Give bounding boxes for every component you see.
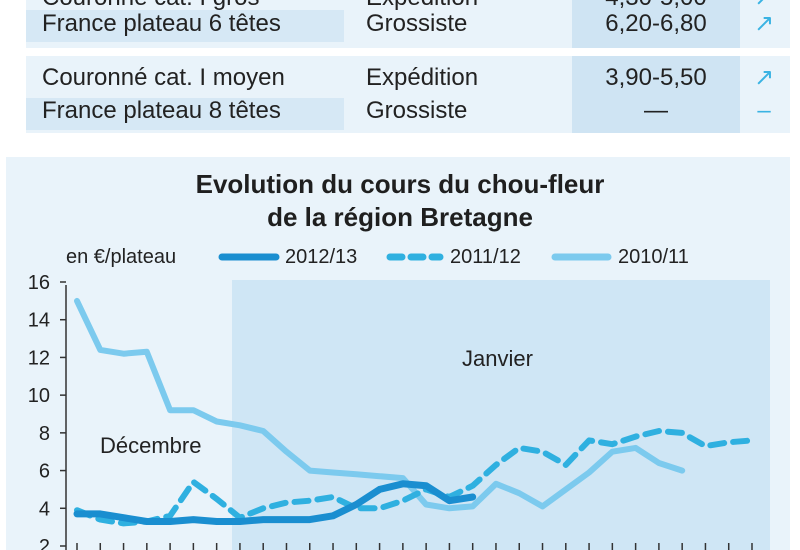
trend-flat-icon: –: [757, 97, 771, 124]
y-axis-unit: en €/plateau: [66, 246, 177, 268]
trend-up-icon: ↗: [753, 64, 775, 91]
row-stripe: [26, 10, 344, 42]
row-price: 6,20-6,80: [605, 10, 707, 37]
legend-label-2010-11: 2010/11: [618, 246, 689, 268]
month-label-december: Décembre: [100, 433, 201, 458]
month-label-january: Janvier: [462, 346, 533, 371]
row-stripe: [26, 98, 344, 130]
row-price: —: [644, 97, 668, 124]
y-tick-label: 16: [28, 272, 50, 294]
y-tick-label: 12: [28, 347, 50, 369]
y-tick-label: 14: [28, 310, 50, 332]
price-table: Couronné cat. I gros Expédition 4,30-5,0…: [26, 0, 790, 133]
row-label: Couronné cat. I moyen: [42, 64, 285, 91]
price-column-bg: [572, 56, 740, 133]
row-label: Couronné cat. I gros: [42, 0, 332, 14]
legend-label-2012-13: 2012/13: [285, 246, 358, 268]
row-price: 3,90-5,50: [605, 64, 707, 91]
price-column-bg: [572, 0, 740, 48]
series-line-2012-13: [73, 480, 477, 525]
trend-up-icon: ↗: [738, 0, 790, 14]
y-tick-label: 8: [39, 423, 50, 445]
row-label: France plateau 6 têtes: [42, 10, 281, 37]
row-type: Expédition: [366, 0, 478, 14]
legend-label-2011-12: 2011/12: [450, 246, 521, 268]
row-label: France plateau 8 têtes: [42, 97, 281, 124]
chart-title: Evolution du cours du chou-fleur: [195, 169, 605, 199]
chart-subtitle: de la région Bretagne: [267, 202, 533, 232]
row-type: Grossiste: [366, 97, 468, 124]
y-tick-label: 2: [39, 536, 50, 550]
y-tick-label: 10: [28, 385, 50, 407]
trend-up-icon: ↗: [753, 10, 775, 37]
series-line-2010-11: [74, 297, 686, 512]
january-band: [232, 280, 770, 550]
y-tick-label: 4: [39, 498, 50, 520]
legend-swatches: [218, 253, 612, 261]
row-price: 4,30-5,00: [572, 0, 740, 14]
table-divider: [26, 48, 790, 56]
y-tick-label: 6: [39, 461, 50, 483]
series-line-2011-12: [74, 428, 755, 527]
row-type: Grossiste: [366, 10, 468, 37]
row-type: Expédition: [366, 64, 479, 91]
